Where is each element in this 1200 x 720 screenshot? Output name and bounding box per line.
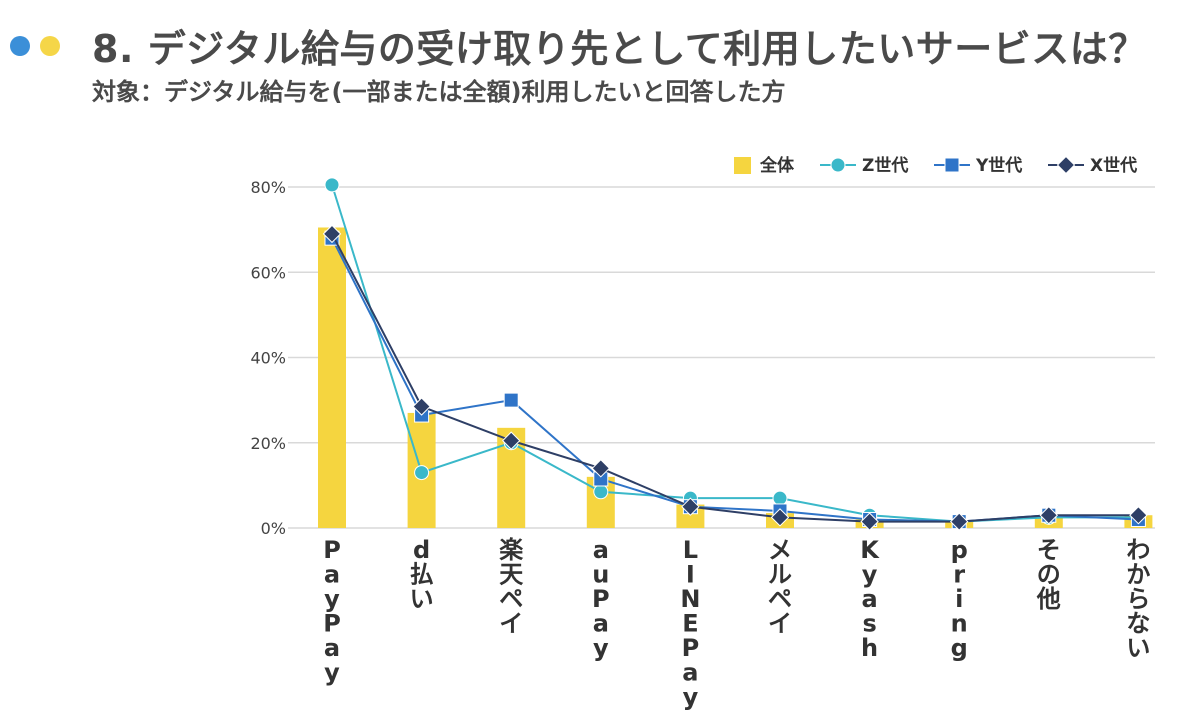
data-point bbox=[412, 397, 431, 416]
data-point bbox=[324, 177, 340, 193]
page-subtitle: 対象：デジタル給与を(一部または全額)利用したいと回答した方 bbox=[92, 78, 786, 106]
y-tick-label: 0% bbox=[261, 519, 286, 538]
y-tick-label: 60% bbox=[250, 263, 286, 282]
legend-marker bbox=[944, 157, 960, 173]
y-tick-label: 20% bbox=[250, 434, 286, 453]
legend-label: 全体 bbox=[759, 155, 795, 176]
x-category-label: その他 bbox=[1036, 536, 1061, 613]
x-category-label: 楽天ペイ bbox=[499, 536, 524, 638]
data-point bbox=[593, 484, 609, 500]
series-line bbox=[331, 184, 1139, 523]
data-point bbox=[681, 497, 700, 516]
legend-label: Z世代 bbox=[862, 155, 908, 176]
data-point bbox=[772, 490, 788, 506]
y-tick-label: 80% bbox=[250, 178, 286, 197]
data-point bbox=[770, 508, 790, 527]
data-point bbox=[1129, 506, 1148, 525]
bar bbox=[318, 227, 346, 528]
series-line bbox=[331, 233, 1139, 523]
legend-marker bbox=[830, 157, 846, 173]
legend-label: Y世代 bbox=[975, 155, 1022, 176]
x-category-label: メルペイ bbox=[768, 536, 792, 638]
data-point bbox=[503, 392, 519, 408]
data-point bbox=[591, 459, 611, 478]
data-point bbox=[414, 465, 430, 481]
data-point bbox=[322, 224, 342, 244]
data-point bbox=[1039, 506, 1059, 525]
y-tick-label: 40% bbox=[250, 349, 286, 368]
data-point bbox=[860, 512, 879, 531]
legend-bar-swatch bbox=[734, 157, 751, 174]
yellow-dot-icon bbox=[40, 36, 60, 56]
data-point bbox=[501, 431, 521, 450]
page-title: 8. デジタル給与の受け取り先として利用したいサービスは？ bbox=[92, 27, 1147, 71]
x-category-label: わからない bbox=[1126, 536, 1150, 662]
x-category-label: d 払い bbox=[410, 536, 434, 613]
data-point bbox=[949, 512, 969, 531]
series-line bbox=[331, 237, 1139, 523]
legend-label: X世代 bbox=[1090, 155, 1137, 176]
blue-dot-icon bbox=[10, 36, 30, 56]
legend-marker bbox=[1056, 155, 1076, 175]
